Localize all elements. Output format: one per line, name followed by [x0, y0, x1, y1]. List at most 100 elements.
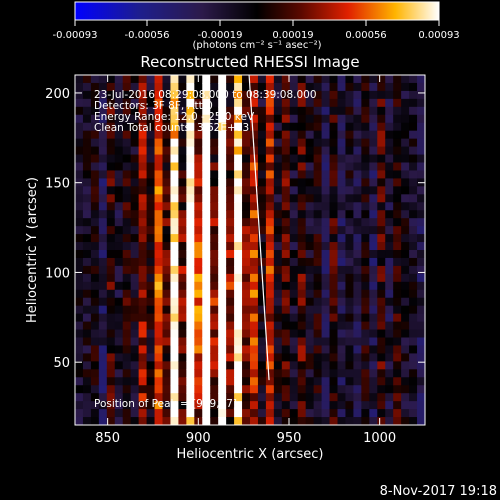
- heatmap-cell: [353, 250, 362, 259]
- heatmap-cell: [146, 75, 156, 84]
- heatmap-cell: [329, 313, 339, 323]
- heatmap-cell: [305, 82, 315, 92]
- heatmap-cell: [345, 313, 354, 323]
- heatmap-cell: [82, 170, 92, 179]
- heatmap-cell: [162, 361, 172, 370]
- heatmap-cell: [393, 393, 402, 402]
- heatmap-cell: [313, 98, 323, 108]
- heatmap-cell: [337, 385, 347, 394]
- heatmap-cell: [273, 265, 283, 275]
- heatmap-cell: [385, 393, 394, 402]
- heatmap-cell: [409, 234, 418, 243]
- colorbar-tick-label: 0.00093: [418, 30, 459, 41]
- heatmap-cell: [234, 82, 243, 92]
- heatmap-cell: [345, 114, 354, 124]
- heatmap-cell: [345, 345, 354, 354]
- heatmap-cell: [337, 170, 347, 179]
- heatmap-cell: [138, 417, 148, 425]
- heatmap-cell: [265, 273, 275, 283]
- heatmap-cell: [242, 234, 251, 243]
- heatmap-cell: [82, 337, 92, 347]
- heatmap-cell: [194, 401, 203, 410]
- heatmap-cell: [178, 305, 187, 315]
- heatmap-cell: [178, 345, 187, 354]
- heatmap-cell: [265, 242, 275, 251]
- heatmap-cell: [178, 122, 187, 132]
- heatmap-cell: [178, 202, 187, 211]
- heatmap-cell: [385, 162, 394, 172]
- heatmap-cell: [90, 345, 100, 354]
- heatmap-cell: [130, 273, 140, 283]
- heatmap-cell: [146, 257, 156, 267]
- heatmap-cell: [82, 257, 92, 267]
- heatmap-cell: [409, 409, 418, 418]
- heatmap-cell: [409, 218, 418, 227]
- heatmap-cell: [361, 401, 370, 410]
- heatmap-cell: [138, 154, 148, 164]
- heatmap-cell: [305, 329, 315, 339]
- heatmap-cell: [361, 297, 370, 307]
- heatmap-cell: [130, 122, 140, 132]
- heatmap-cell: [202, 401, 211, 410]
- heatmap-cell: [106, 361, 116, 370]
- heatmap-cell: [281, 130, 291, 140]
- heatmap-cell: [265, 162, 275, 172]
- heatmap-cell: [234, 178, 243, 187]
- heatmap-cell: [305, 305, 315, 315]
- heatmap-cell: [106, 178, 116, 187]
- heatmap-cell: [337, 393, 347, 402]
- heatmap-cell: [321, 90, 331, 100]
- heatmap-cell: [250, 234, 259, 243]
- heatmap-cell: [202, 289, 211, 299]
- heatmap-cell: [297, 82, 307, 92]
- heatmap-cell: [202, 218, 211, 227]
- heatmap-cell: [106, 90, 116, 100]
- heatmap-cell: [75, 138, 84, 148]
- heatmap-cell: [162, 281, 172, 291]
- heatmap-cell: [385, 337, 394, 347]
- heatmap-cell: [273, 305, 283, 315]
- heatmap-cell: [75, 369, 84, 378]
- heatmap-cell: [289, 154, 299, 164]
- heatmap-cell: [154, 202, 164, 211]
- heatmap-cell: [337, 210, 347, 219]
- heatmap-cell: [226, 345, 235, 354]
- heatmap-cell: [170, 202, 179, 211]
- heatmap-cell: [162, 218, 172, 227]
- heatmap-cell: [242, 162, 251, 172]
- heatmap-cell: [377, 337, 386, 347]
- heatmap-cell: [146, 218, 156, 227]
- heatmap-cell: [409, 353, 418, 362]
- heatmap-cell: [273, 297, 283, 307]
- heatmap-cell: [417, 90, 425, 100]
- heatmap-cell: [281, 273, 291, 283]
- heatmap-cell: [265, 321, 275, 331]
- heatmap-cell: [393, 202, 402, 211]
- heatmap-cell: [337, 353, 347, 362]
- heatmap-cell: [305, 162, 315, 172]
- heatmap-cell: [98, 82, 108, 92]
- heatmap-cell: [289, 226, 299, 235]
- heatmap-cell: [178, 289, 187, 299]
- heatmap-cell: [329, 305, 339, 315]
- heatmap-cell: [377, 313, 386, 323]
- heatmap-cell: [289, 186, 299, 195]
- heatmap-cell: [90, 289, 100, 299]
- heatmap-cell: [401, 186, 410, 195]
- heatmap-cell: [218, 75, 227, 84]
- heatmap-cell: [98, 377, 108, 386]
- heatmap-cell: [417, 234, 425, 243]
- heatmap-cell: [98, 369, 108, 378]
- heatmap-cell: [281, 226, 291, 235]
- heatmap-cell: [210, 75, 219, 84]
- heatmap-cell: [401, 130, 410, 140]
- heatmap-cell: [170, 409, 179, 418]
- heatmap-cell: [369, 194, 378, 203]
- heatmap-cell: [393, 75, 402, 84]
- heatmap-cell: [130, 178, 140, 187]
- heatmap-cell: [202, 265, 211, 275]
- heatmap-cell: [146, 281, 156, 291]
- heatmap-cell: [170, 242, 179, 251]
- heatmap-cell: [345, 385, 354, 394]
- heatmap-cell: [305, 202, 315, 211]
